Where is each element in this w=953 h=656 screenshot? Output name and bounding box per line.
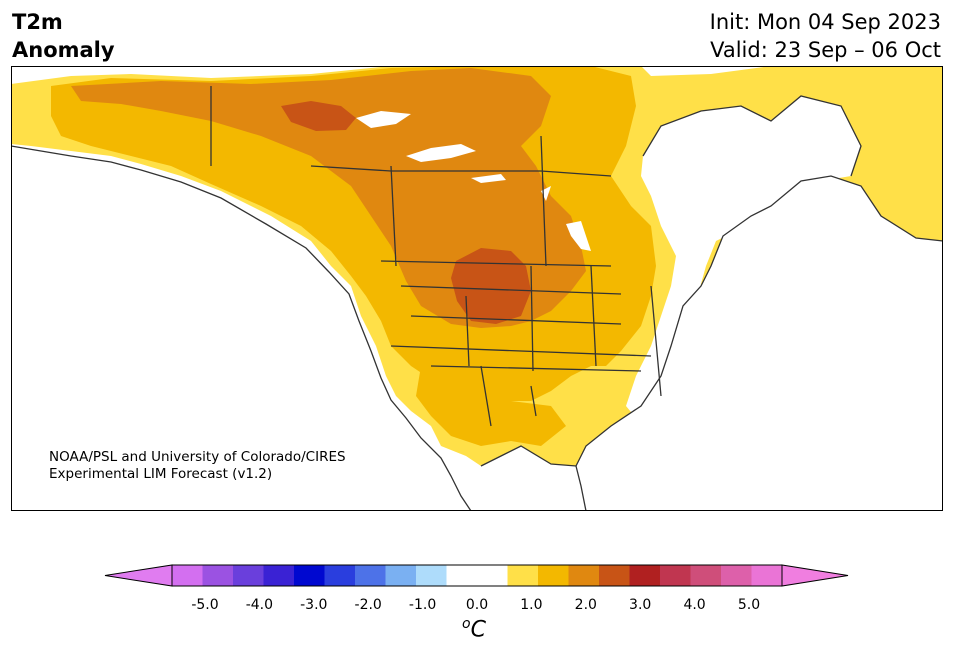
unit-base: C — [470, 617, 486, 643]
colorbar-segment — [263, 565, 295, 586]
no-anomaly-pacific — [11, 146, 471, 511]
colorbar-segment — [599, 565, 630, 586]
title-line-2: Anomaly — [12, 38, 115, 62]
anomaly-field — [11, 66, 943, 511]
no-anomaly-east — [626, 96, 861, 418]
colorbar-tick-label: -1.0 — [408, 597, 437, 613]
colorbar-segment — [355, 565, 386, 586]
colorbar-segment — [721, 565, 752, 586]
colorbar-segment — [629, 565, 661, 586]
colorbar-segment — [385, 565, 417, 586]
colorbar-tick-label: 5.0 — [737, 597, 761, 613]
colorbar-tick-label: -5.0 — [191, 597, 219, 613]
colorbar-tick-label: 2.0 — [574, 597, 597, 613]
forecast-credit: NOAA/PSL and University of Colorado/CIRE… — [49, 449, 346, 483]
colorbar-tick-label: 1.0 — [520, 597, 543, 613]
colorbar-unit: oC — [462, 616, 486, 642]
colorbar-segment — [568, 565, 600, 586]
anomaly-region-2-25-plains — [451, 248, 531, 324]
colorbar-segment — [660, 565, 691, 586]
colorbar-segment — [416, 565, 447, 586]
colorbar-under-arrow — [104, 564, 173, 587]
colorbar-tick-label: 3.0 — [629, 597, 652, 613]
colorbar-segment — [477, 565, 508, 586]
no-anomaly-southeast — [571, 256, 943, 511]
credit-line-2: Experimental LIM Forecast (v1.2) — [49, 466, 273, 482]
anomaly-map — [11, 66, 943, 511]
colorbar-segment — [233, 565, 264, 586]
colorbar-tick-label: 4.0 — [683, 597, 706, 613]
colorbar-tick-label: -4.0 — [245, 597, 274, 613]
colorbar — [104, 564, 849, 587]
anomaly-region-2-25-north — [281, 101, 356, 131]
colorbar-segment — [172, 565, 203, 586]
valid-range: Valid: 23 Sep – 06 Oct — [710, 38, 941, 62]
map-frame — [11, 66, 943, 511]
anomaly-region-1-15-sw — [416, 366, 566, 446]
colorbar-segment — [507, 565, 539, 586]
colorbar-tick-label: 0.0 — [465, 597, 489, 613]
forecast-dates: Init: Mon 04 Sep 2023 Valid: 23 Sep – 06… — [710, 8, 941, 64]
unit-degree: o — [462, 616, 471, 632]
colorbar-segment — [324, 565, 356, 586]
lakes — [356, 111, 591, 251]
colorbar-frame — [171, 564, 783, 587]
init-date: Init: Mon 04 Sep 2023 — [709, 10, 941, 34]
coastlines-borders — [11, 86, 943, 511]
colorbar-tick-label: -2.0 — [354, 597, 382, 613]
colorbar-segment — [538, 565, 569, 586]
colorbar-segment — [446, 565, 478, 586]
colorbar-over-arrow — [781, 564, 849, 587]
credit-line-1: NOAA/PSL and University of Colorado/CIRE… — [49, 449, 346, 465]
colorbar-segment — [202, 565, 234, 586]
colorbar-segment — [294, 565, 325, 586]
title-line-1: T2m — [12, 10, 63, 34]
colorbar-tick-label: -3.0 — [300, 597, 328, 613]
colorbar-segment — [751, 565, 783, 586]
map-title: T2m Anomaly — [12, 8, 115, 64]
colorbar-segment — [690, 565, 722, 586]
